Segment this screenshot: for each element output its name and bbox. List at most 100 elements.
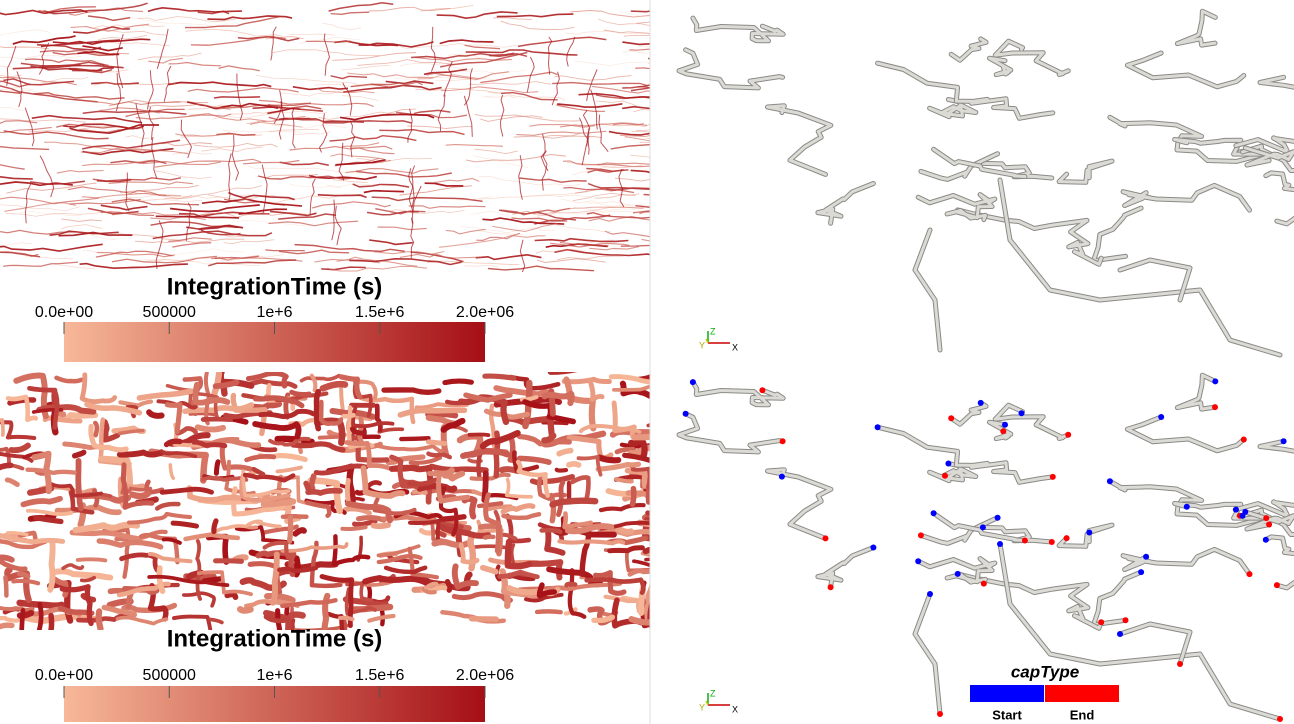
tube — [292, 392, 310, 394]
tube — [543, 423, 567, 424]
tube — [167, 441, 180, 444]
tube — [55, 391, 57, 428]
page: {"colorbars": [ {"title": "IntegrationTi… — [0, 0, 1294, 724]
tube — [469, 434, 488, 435]
cap-end — [780, 438, 786, 444]
tube — [485, 376, 514, 378]
tube — [19, 574, 28, 577]
cap-start — [690, 379, 696, 385]
tube — [542, 530, 561, 532]
tube — [162, 489, 212, 492]
cap-start — [931, 510, 937, 516]
tube — [75, 452, 84, 455]
cap-start — [683, 411, 689, 417]
tube — [428, 414, 455, 415]
tube — [522, 397, 537, 399]
tube — [401, 438, 428, 439]
colorbar-title: IntegrationTime (s) — [167, 273, 383, 300]
cap-end — [1000, 428, 1006, 434]
cap-start — [1117, 631, 1123, 637]
tube — [564, 379, 609, 382]
tube — [216, 462, 218, 474]
tube — [342, 527, 365, 529]
cap-start — [915, 558, 921, 564]
tube — [290, 518, 291, 542]
cap-end — [1098, 619, 1104, 625]
cap-end — [828, 584, 834, 590]
colorbar-tick-label: 0.0e+00 — [35, 667, 93, 684]
tube — [5, 578, 6, 596]
cap-end — [1050, 474, 1056, 480]
cap-end — [823, 535, 829, 541]
cap-end — [1022, 538, 1028, 544]
cap-end — [942, 473, 948, 479]
cap-end — [981, 581, 987, 587]
cap-end — [1266, 522, 1272, 528]
tube — [203, 478, 246, 480]
cap-end — [1277, 716, 1283, 722]
colorbar-tick-label: 0.0e+00 — [35, 304, 93, 321]
cap-start — [870, 545, 876, 551]
colorbar-tick-label: 1e+6 — [256, 667, 292, 684]
tube — [8, 533, 27, 535]
colorbar-tick-label: 500000 — [143, 667, 196, 684]
cap-start — [1107, 478, 1113, 484]
tube — [78, 559, 106, 560]
cap-start — [1143, 554, 1149, 560]
tube — [359, 518, 384, 521]
tube — [485, 537, 493, 538]
tube — [599, 458, 618, 461]
cap-end — [1177, 661, 1183, 667]
cap-end — [1065, 432, 1071, 438]
cap-end — [759, 387, 765, 393]
axis-label: Y — [699, 702, 705, 712]
cap-start — [997, 541, 1003, 547]
cap-start — [1212, 378, 1218, 384]
tube — [347, 480, 348, 502]
cap-start — [1158, 414, 1164, 420]
cap-start — [1263, 537, 1269, 543]
cap-start — [980, 524, 986, 530]
tube — [344, 415, 354, 416]
tube — [95, 423, 97, 435]
tube — [295, 530, 304, 534]
tube — [569, 464, 579, 465]
cap-start — [779, 474, 785, 480]
axis-label: X — [732, 704, 738, 714]
legend-label: Start — [992, 707, 1022, 722]
streamline — [265, 250, 305, 251]
tube — [173, 523, 196, 526]
cap-start — [875, 424, 881, 430]
tube — [340, 618, 352, 619]
tube — [557, 470, 566, 471]
axis-label: Z — [710, 688, 716, 698]
tube — [567, 584, 575, 585]
tube — [616, 479, 632, 481]
legend-label: End — [1070, 707, 1095, 722]
tube — [429, 442, 445, 444]
tube — [312, 476, 314, 488]
tube — [198, 427, 223, 429]
tube — [443, 517, 464, 519]
tube — [384, 390, 439, 392]
tube — [374, 525, 389, 526]
tube — [320, 437, 337, 438]
colorbar-tick-label: 1e+6 — [256, 304, 292, 321]
cap-start — [927, 591, 933, 597]
tube — [13, 581, 38, 583]
cap-end — [918, 532, 924, 538]
colorbar-tick-label: 2.0e+06 — [456, 667, 514, 684]
tube — [559, 541, 623, 543]
cap-end — [1263, 515, 1269, 521]
legend-swatch — [970, 685, 1044, 702]
tube — [99, 611, 101, 628]
axis-label: Y — [699, 340, 705, 350]
tube — [283, 516, 306, 517]
tube — [618, 528, 631, 532]
legend-title: capType — [1011, 662, 1079, 681]
cap-end — [1274, 582, 1280, 588]
cap-start — [1233, 507, 1239, 513]
axis-label: X — [732, 342, 738, 352]
tube — [551, 496, 553, 521]
tube — [227, 594, 235, 597]
